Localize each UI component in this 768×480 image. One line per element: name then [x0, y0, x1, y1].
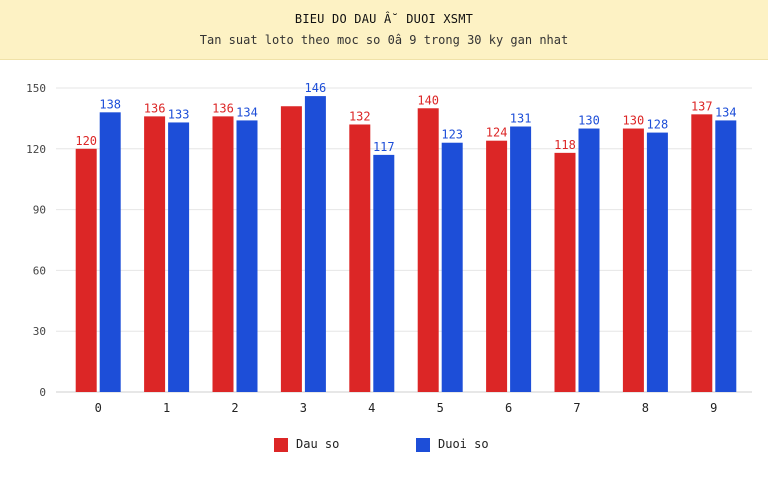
legend-label-duoi: Duoi so — [438, 437, 489, 451]
bar-duoi — [373, 154, 395, 392]
data-label-dau: 130 — [623, 114, 645, 128]
data-label-duoi: 134 — [715, 105, 737, 119]
data-label-duoi: 134 — [236, 105, 258, 119]
data-label-dau: 132 — [349, 109, 371, 123]
bar-dau — [691, 114, 713, 392]
bar-dau — [622, 128, 644, 393]
bar-duoi — [304, 96, 326, 393]
bar-duoi — [168, 122, 190, 392]
data-label-dau: 124 — [486, 126, 508, 140]
data-label-dau: 136 — [144, 101, 166, 115]
y-tick-label: 0 — [39, 386, 46, 399]
data-label-duoi: 131 — [510, 112, 532, 126]
chart-header: BIEU DO DAU Â˘ DUOI XSMT Tan suat loto t… — [0, 0, 768, 60]
x-tick-label: 4 — [368, 401, 375, 415]
x-tick-label: 0 — [95, 401, 102, 415]
data-label-dau: 118 — [554, 138, 576, 152]
bar-duoi — [441, 142, 463, 392]
legend-label-dau: Dau so — [296, 437, 340, 451]
x-tick-label: 3 — [300, 401, 307, 415]
data-label-duoi: 146 — [305, 81, 327, 95]
bar-dau — [75, 148, 97, 392]
x-tick-label: 8 — [642, 401, 649, 415]
data-label-duoi: 117 — [373, 140, 395, 154]
data-label-dau: 137 — [691, 99, 713, 113]
x-tick-label: 7 — [573, 401, 580, 415]
chart-legend: Dau so Duoi so — [0, 436, 768, 456]
bar-dau — [212, 116, 234, 392]
y-tick-label: 90 — [33, 204, 46, 217]
chart-title: BIEU DO DAU Â˘ DUOI XSMT — [294, 12, 474, 26]
x-tick-label: 2 — [231, 401, 238, 415]
data-label-duoi: 123 — [441, 128, 463, 142]
y-tick-label: 120 — [26, 143, 46, 156]
data-label-dau: 120 — [75, 134, 97, 148]
bar-dau — [349, 124, 371, 392]
bar-duoi — [99, 112, 121, 392]
bar-dau — [417, 108, 439, 393]
chart-subtitle: Tan suat loto theo moc so 0â 9 trong 30 … — [199, 33, 569, 47]
legend-swatch-duoi — [416, 438, 430, 452]
bar-dau — [280, 106, 302, 393]
x-tick-label: 1 — [163, 401, 170, 415]
bar-dau — [486, 140, 508, 392]
y-tick-label: 150 — [26, 82, 46, 95]
data-label-duoi: 130 — [578, 114, 600, 128]
data-label-duoi: 128 — [647, 118, 669, 132]
data-label-dau: 136 — [212, 101, 234, 115]
y-tick-label: 60 — [33, 264, 46, 277]
x-tick-label: 6 — [505, 401, 512, 415]
bar-duoi — [236, 120, 258, 392]
x-tick-label: 9 — [710, 401, 717, 415]
y-tick-label: 30 — [33, 325, 46, 338]
x-tick-label: 5 — [437, 401, 444, 415]
data-label-duoi: 133 — [168, 107, 190, 121]
bar-duoi — [510, 126, 532, 393]
legend-swatch-dau — [274, 438, 288, 452]
data-label-duoi: 138 — [99, 97, 121, 111]
bar-duoi — [646, 132, 668, 392]
bar-duoi — [578, 128, 600, 393]
bar-dau — [144, 116, 166, 392]
bar-dau — [554, 152, 576, 392]
bar-duoi — [715, 120, 737, 392]
data-label-dau: 140 — [417, 93, 439, 107]
